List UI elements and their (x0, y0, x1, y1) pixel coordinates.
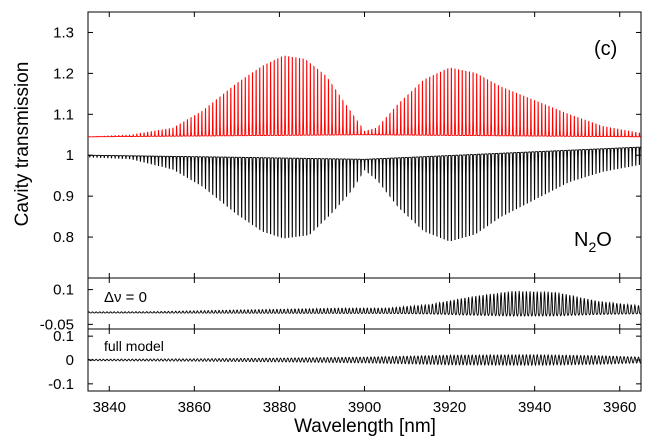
black-transmission-line (88, 146, 641, 242)
y-axis-title: Cavity transmission (12, 62, 33, 227)
panel-letter: (c) (594, 38, 617, 60)
x-tick-label: 3880 (263, 399, 296, 416)
x-tick-label: 3840 (93, 399, 126, 416)
x-tick-label: 3860 (178, 399, 211, 416)
black-series (88, 146, 641, 242)
residual-fullmodel-line (87, 353, 642, 367)
main-y-tick-label: 1 (66, 147, 74, 164)
residual-fullmodel-y-tick-label: 0 (66, 352, 74, 369)
residual-dnu0-y-tick-label: -0.05 (40, 316, 74, 333)
residual-dnu0-line (87, 290, 642, 317)
x-tick-label: 3900 (348, 399, 381, 416)
main-y-tick-label: 0.8 (53, 229, 74, 246)
residual-dnu0-y-tick-label: 0.1 (53, 282, 74, 299)
main-panel-frame (87, 11, 642, 279)
axis-tick-labels: 3840 3860 3880 3900 3920 3940 3960 0.8 0.9 1 1.1 1.… (40, 24, 637, 416)
residual-label-dnu0: Δν = 0 (104, 289, 147, 306)
main-y-tick-label: 1.3 (53, 24, 74, 41)
x-tick-label: 3960 (603, 399, 636, 416)
residual-label-fullmodel: full model (104, 338, 164, 354)
axis-ticks (88, 12, 641, 391)
red-transmission-line (87, 55, 641, 138)
main-y-tick-label: 1.2 (53, 65, 74, 82)
x-tick-label: 3940 (518, 399, 551, 416)
species-sub: 2 (588, 239, 596, 255)
x-axis-title: Wavelength [nm] (294, 416, 436, 437)
red-series (87, 55, 641, 138)
residual-fullmodel-y-tick-label: -0.1 (48, 376, 74, 393)
species-main: N (574, 229, 588, 251)
x-tick-label: 3920 (433, 399, 466, 416)
main-y-tick-label: 0.9 (53, 188, 74, 205)
residual-fullmodel-y-tick-label: 0.1 (53, 328, 74, 345)
species-label: N2O (574, 229, 612, 255)
main-y-tick-label: 1.1 (53, 106, 74, 123)
species-tail: O (596, 229, 612, 251)
